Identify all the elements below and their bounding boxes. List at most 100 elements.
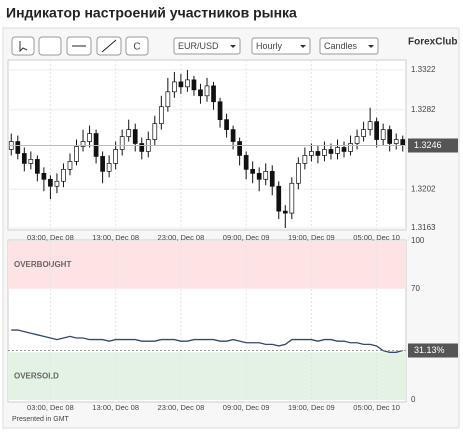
- last-value-label: 31.13%: [414, 345, 445, 355]
- candle-body: [387, 129, 393, 144]
- x-tick-label: 05:00, Dec 10: [353, 403, 400, 412]
- period: Hourly: [256, 41, 283, 51]
- candle-body: [335, 147, 340, 154]
- candle-body: [237, 141, 242, 156]
- candle-body: [21, 153, 27, 164]
- candle-body: [158, 106, 164, 124]
- logo: ForexClub: [408, 37, 457, 48]
- candle-body: [48, 178, 53, 187]
- candle-body: [256, 172, 262, 180]
- candle-body: [100, 156, 105, 172]
- candle-body: [139, 143, 145, 152]
- candle-body: [361, 129, 366, 137]
- dropdown-arrow: [368, 45, 374, 48]
- candle-body: [152, 123, 158, 140]
- candle-body: [243, 155, 249, 170]
- candle-body: [374, 121, 379, 140]
- y-tick-label: 1.3163: [411, 223, 436, 232]
- overbought-band: [8, 241, 406, 289]
- candle-body: [106, 163, 112, 172]
- cursor-icon: [19, 41, 28, 53]
- candle-body: [217, 101, 223, 120]
- x-tick-label: 09:00, Dec 09: [223, 403, 270, 412]
- y-tick-label: 0: [411, 395, 416, 404]
- x-tick-label: 23:00, Dec 08: [158, 403, 205, 412]
- candle-body: [230, 129, 236, 142]
- x-tick-label: 13:00, Dec 08: [92, 403, 139, 412]
- x-tick-label: 03:00, Dec 08: [27, 233, 74, 242]
- candle-body: [185, 79, 190, 88]
- button-label: C: [133, 42, 140, 53]
- candle-body: [380, 129, 386, 140]
- candle-body: [309, 151, 314, 156]
- candle-body: [191, 79, 197, 91]
- cursor-button[interactable]: [11, 36, 35, 56]
- candle-body: [67, 161, 73, 170]
- candle-body: [400, 139, 406, 146]
- candle-body: [165, 91, 171, 108]
- symbol: EUR/USD: [178, 41, 219, 51]
- style-select[interactable]: [319, 37, 379, 55]
- candle-body: [126, 129, 132, 137]
- toolbar: C EUR/USD Hourly Candles ForexClub: [11, 36, 457, 56]
- page-title: Индикатор настроений участников рынка: [6, 5, 297, 21]
- last-value-tag: [408, 343, 458, 358]
- candle-body: [322, 149, 327, 156]
- period-select[interactable]: [251, 37, 311, 55]
- candle-body: [61, 169, 66, 182]
- candle-body: [354, 136, 360, 144]
- y-tick-label: 1.3202: [411, 184, 436, 193]
- x-tick-label: 19:00, Dec 09: [288, 233, 335, 242]
- symbol-select[interactable]: [173, 37, 241, 55]
- x-tick-label: 03:00, Dec 08: [27, 403, 74, 412]
- candle-body: [295, 163, 301, 184]
- candle-body: [15, 141, 21, 154]
- c-button[interactable]: [125, 36, 149, 56]
- x-tick-label: 05:00, Dec 10: [353, 233, 400, 242]
- candle-body: [204, 85, 210, 97]
- candle-body: [198, 89, 203, 97]
- candle-body: [41, 172, 47, 180]
- y-tick-label: 1.3322: [411, 65, 436, 74]
- candle-body: [315, 151, 321, 156]
- candle-body: [282, 210, 288, 214]
- candle-body: [224, 119, 229, 130]
- x-tick-label: 09:00, Dec 09: [223, 233, 270, 242]
- y-tick-label: 100: [411, 236, 425, 245]
- last-price-label: 1.3246: [414, 140, 442, 150]
- candle-body: [119, 136, 125, 150]
- candle-body: [250, 169, 256, 174]
- candle-body: [276, 185, 282, 212]
- candle-body: [393, 139, 399, 144]
- x-tick-label: 19:00, Dec 09: [288, 403, 335, 412]
- y-tick-label: 70: [411, 284, 420, 293]
- candle-body: [80, 141, 86, 147]
- dropdown-arrow: [230, 45, 236, 48]
- candle-body: [28, 159, 34, 164]
- last-price-tag: [408, 138, 458, 153]
- dropdown-arrow: [300, 45, 306, 48]
- y-tick-label: 1.3282: [411, 105, 436, 114]
- candle-body: [348, 143, 353, 152]
- candle-body: [341, 147, 347, 152]
- candle-body: [367, 121, 373, 130]
- indicator-line: [11, 329, 403, 353]
- candle-body: [35, 159, 40, 174]
- x-tick-label: 13:00, Dec 08: [92, 233, 139, 242]
- candle-body: [87, 133, 92, 142]
- footer: Presented in GMT: [12, 416, 70, 423]
- candle-body: [211, 85, 216, 103]
- candle-body: [289, 182, 295, 214]
- style: Candles: [324, 41, 358, 51]
- candle-body: [54, 180, 60, 187]
- overbought-label: OVERBOUGHT: [14, 260, 71, 269]
- candle-body: [178, 81, 184, 88]
- candle-body: [328, 149, 334, 154]
- candle-body: [74, 146, 79, 162]
- candle-body: [172, 81, 177, 93]
- candle-body: [269, 170, 275, 187]
- x-tick-label: 23:00, Dec 08: [158, 233, 205, 242]
- candle-body: [263, 170, 269, 180]
- blank-button[interactable]: [38, 36, 62, 56]
